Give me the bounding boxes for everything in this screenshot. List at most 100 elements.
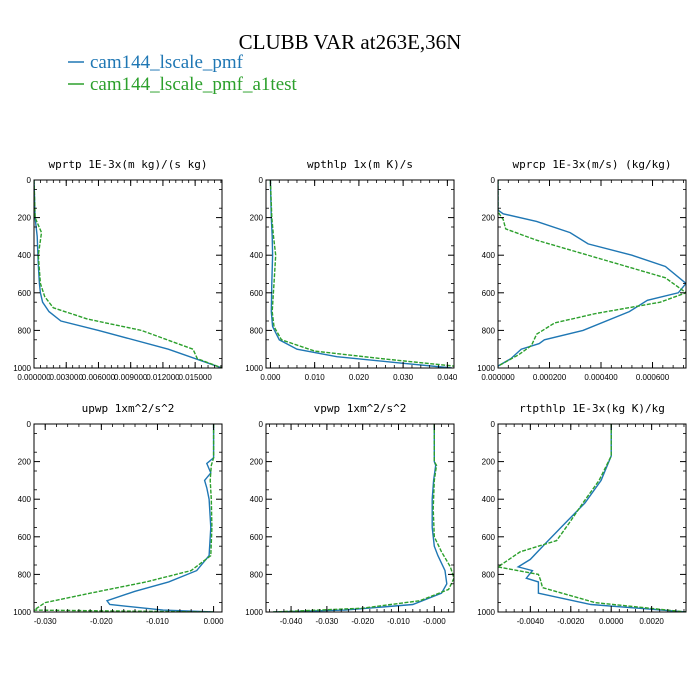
x-tick-label: 0.000600: [636, 373, 670, 382]
y-tick-label: 1000: [13, 608, 31, 617]
x-tick-label: 0.000000: [481, 373, 515, 382]
panel-frame: [497, 179, 687, 369]
legend-entry-2: cam144_lscale_pmf_a1test: [68, 74, 298, 95]
panel-frame: [265, 179, 455, 369]
legend-label-2: cam144_lscale_pmf_a1test: [90, 74, 298, 95]
y-tick-label: 400: [250, 251, 264, 260]
y-tick-label: 800: [482, 326, 496, 335]
y-tick-label: 800: [18, 570, 32, 579]
y-tick-label: 1000: [477, 364, 495, 373]
y-tick-label: 0: [491, 420, 496, 429]
series-line-2: [34, 180, 222, 368]
panel-frame: [497, 423, 687, 613]
x-tick-label: -0.030: [316, 617, 339, 626]
y-tick-label: 1000: [477, 608, 495, 617]
y-tick-label: 600: [250, 533, 264, 542]
legend-entry-1: cam144_lscale_pmf: [68, 52, 244, 73]
x-tick-label: -0.0040: [517, 617, 545, 626]
y-tick-label: 200: [18, 214, 32, 223]
panel-title: vpwp 1xm^2/s^2: [314, 402, 407, 415]
x-tick-label: 0.000: [204, 617, 225, 626]
y-tick-label: 400: [250, 495, 264, 504]
x-tick-label: -0.010: [146, 617, 169, 626]
figure-title: CLUBB VAR at263E,36N: [239, 30, 462, 54]
panel-6: rtpthlp 1E-3x(kg K)/kg 0 200 400 600 800 1000 -…: [477, 402, 687, 626]
panel-title: rtpthlp 1E-3x(kg K)/kg: [519, 402, 665, 415]
panel-frame: [33, 423, 223, 613]
panels-grid: wprtp 1E-3x(m kg)/(s kg) 0 200 400 600 800 100…: [13, 158, 687, 626]
x-tick-label: 0.015000: [178, 373, 212, 382]
y-tick-label: 200: [250, 458, 264, 467]
x-tick-label: -0.0020: [557, 617, 585, 626]
y-tick-label: 800: [250, 570, 264, 579]
y-tick-label: 400: [482, 495, 496, 504]
y-tick-label: 600: [18, 533, 32, 542]
x-tick-label: 0.020: [349, 373, 370, 382]
panel-title: wprcp 1E-3x(m/s) (kg/kg): [513, 158, 672, 171]
series-line-1: [34, 180, 222, 368]
x-tick-label: 0.003000: [50, 373, 84, 382]
x-tick-label: 0.0000: [599, 617, 624, 626]
panel-title: wpthlp 1x(m K)/s: [307, 158, 413, 171]
legend: cam144_lscale_pmf cam144_lscale_pmf_a1te…: [68, 52, 298, 95]
panel-title: upwp 1xm^2/s^2: [82, 402, 175, 415]
panel-3: wprcp 1E-3x(m/s) (kg/kg) 0 200 400 600 800 100…: [477, 158, 687, 382]
x-tick-label: 0.000200: [533, 373, 567, 382]
y-tick-label: 600: [18, 289, 32, 298]
x-tick-label: -0.040: [280, 617, 303, 626]
y-tick-label: 400: [18, 251, 32, 260]
y-tick-label: 800: [18, 326, 32, 335]
y-tick-label: 1000: [245, 364, 263, 373]
x-tick-label: -0.010: [387, 617, 410, 626]
y-tick-label: 400: [482, 251, 496, 260]
x-tick-label: -0.020: [351, 617, 374, 626]
y-tick-label: 800: [250, 326, 264, 335]
y-tick-label: 0: [259, 420, 264, 429]
y-tick-label: 200: [18, 458, 32, 467]
panel-1: wprtp 1E-3x(m kg)/(s kg) 0 200 400 600 800 100…: [13, 158, 223, 382]
series-line-2: [269, 180, 454, 367]
y-tick-label: 0: [27, 176, 32, 185]
series-line-2: [498, 180, 686, 367]
panel-frame: [33, 179, 223, 369]
series-line-1: [269, 180, 452, 368]
y-tick-label: 800: [482, 570, 496, 579]
y-tick-label: 200: [482, 214, 496, 223]
y-tick-label: 0: [259, 176, 264, 185]
y-tick-label: 600: [482, 289, 496, 298]
y-tick-label: 600: [482, 533, 496, 542]
x-tick-label: 0.012000: [146, 373, 180, 382]
y-tick-label: 200: [250, 214, 264, 223]
y-tick-label: 400: [18, 495, 32, 504]
x-tick-label: 0.000000: [17, 373, 51, 382]
x-tick-label: -0.000: [423, 617, 446, 626]
series-line-2: [273, 424, 454, 612]
series-line-2: [498, 424, 686, 612]
series-line-1: [516, 424, 686, 612]
x-tick-label: -0.030: [34, 617, 57, 626]
x-tick-label: 0.000: [260, 373, 281, 382]
y-tick-label: 1000: [245, 608, 263, 617]
series-line-1: [105, 424, 215, 612]
panel-title: wprtp 1E-3x(m kg)/(s kg): [49, 158, 208, 171]
x-tick-label: 0.010: [305, 373, 326, 382]
y-tick-label: 1000: [13, 364, 31, 373]
x-tick-label: 0.006000: [82, 373, 116, 382]
y-tick-label: 0: [27, 420, 32, 429]
x-tick-label: 0.0020: [639, 617, 664, 626]
y-tick-label: 200: [482, 458, 496, 467]
legend-label-1: cam144_lscale_pmf: [90, 52, 244, 73]
x-tick-label: 0.040: [437, 373, 458, 382]
panel-4: upwp 1xm^2/s^2 0 200 400 600 800 1000-0.030 -0.…: [13, 402, 224, 626]
series-line-1: [273, 424, 448, 612]
y-tick-label: 600: [250, 289, 264, 298]
series-line-1: [498, 180, 686, 367]
panel-frame: [265, 423, 455, 613]
x-tick-label: 0.030: [393, 373, 414, 382]
x-tick-label: 0.000400: [584, 373, 618, 382]
x-tick-label: 0.009000: [114, 373, 148, 382]
panel-5: vpwp 1xm^2/s^2 0 200 400 600 800 1000 -0.040 -0.…: [245, 402, 455, 626]
x-tick-label: -0.020: [90, 617, 113, 626]
